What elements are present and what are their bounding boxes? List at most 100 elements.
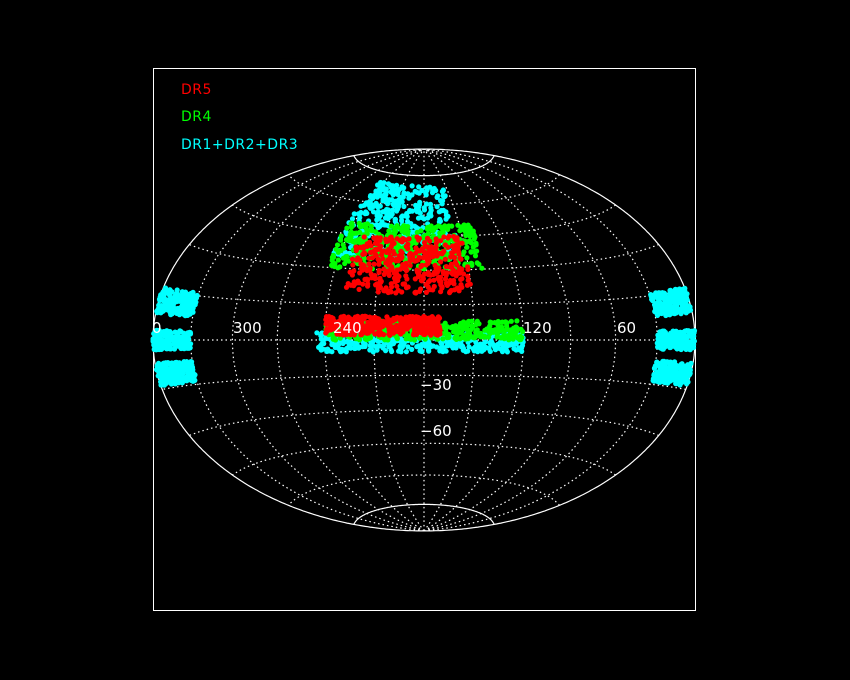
data-point xyxy=(652,302,658,308)
data-point xyxy=(423,289,429,295)
data-point xyxy=(472,253,479,259)
data-point xyxy=(487,319,493,325)
data-point xyxy=(395,277,401,283)
data-point xyxy=(439,188,445,195)
data-point xyxy=(172,367,178,373)
data-point xyxy=(508,330,514,336)
data-point xyxy=(413,245,419,251)
data-point xyxy=(394,206,401,212)
data-point xyxy=(183,304,189,310)
data-point xyxy=(163,369,169,375)
data-point xyxy=(407,262,413,269)
data-point xyxy=(403,260,409,266)
data-point xyxy=(683,292,689,298)
data-point xyxy=(330,252,336,258)
graticule-meridian xyxy=(423,148,572,532)
data-point xyxy=(441,234,447,240)
data-point xyxy=(438,278,444,284)
data-point xyxy=(401,203,407,210)
legend-item-dr123: DR1+DR2+DR3 xyxy=(181,137,299,153)
data-point xyxy=(391,190,397,197)
data-point xyxy=(441,345,447,351)
data-point xyxy=(393,290,399,296)
graticule-meridian xyxy=(423,148,524,532)
data-point xyxy=(520,329,526,335)
data-point xyxy=(449,223,455,229)
data-point xyxy=(409,208,415,214)
data-point xyxy=(469,262,475,268)
data-point xyxy=(420,330,426,336)
data-point xyxy=(422,343,428,349)
data-point xyxy=(414,331,420,337)
data-point xyxy=(382,208,388,214)
data-point xyxy=(381,180,387,186)
data-point xyxy=(519,334,525,341)
data-point xyxy=(407,193,413,199)
data-point xyxy=(655,296,662,302)
data-point xyxy=(368,223,374,229)
data-point xyxy=(342,249,348,255)
data-point xyxy=(427,272,434,278)
lat-tick-minus60: −60 xyxy=(420,422,452,440)
data-point xyxy=(443,280,449,286)
data-point xyxy=(378,243,384,249)
data-point xyxy=(691,328,698,334)
data-point xyxy=(336,322,343,328)
data-point xyxy=(394,182,400,188)
graticule-parallel xyxy=(288,474,560,506)
lon-tick-240: 240 xyxy=(333,319,362,337)
data-point xyxy=(400,236,406,242)
data-point xyxy=(421,240,428,246)
data-point xyxy=(174,332,180,338)
data-point xyxy=(383,191,389,197)
data-point xyxy=(168,346,174,352)
data-point xyxy=(456,288,462,294)
data-point xyxy=(444,335,450,341)
data-point xyxy=(405,224,411,230)
data-point xyxy=(449,338,455,345)
data-point xyxy=(465,264,471,270)
data-point xyxy=(410,240,416,246)
data-point xyxy=(423,201,430,207)
data-point xyxy=(429,318,435,324)
data-point xyxy=(448,270,454,276)
data-point xyxy=(179,342,185,349)
data-point xyxy=(430,287,436,293)
data-point xyxy=(678,297,684,303)
data-point xyxy=(680,367,687,374)
data-point xyxy=(492,344,498,350)
data-point xyxy=(442,242,448,248)
data-point xyxy=(161,298,167,304)
data-point xyxy=(391,270,397,276)
data-point xyxy=(459,266,465,272)
data-point xyxy=(655,379,661,385)
data-point xyxy=(376,316,382,322)
data-point xyxy=(161,333,167,339)
data-point xyxy=(340,242,346,248)
data-point xyxy=(414,229,420,235)
lat-tick-minus30: −30 xyxy=(420,376,452,394)
data-point xyxy=(688,342,694,348)
data-point xyxy=(651,365,658,371)
data-point xyxy=(457,255,463,261)
lon-tick-120: 120 xyxy=(523,319,552,337)
data-point xyxy=(658,339,664,345)
data-point xyxy=(176,298,182,304)
data-point xyxy=(381,332,387,338)
data-point xyxy=(376,261,382,267)
legend-item-dr5: DR5 xyxy=(181,82,212,98)
data-point xyxy=(438,259,444,265)
data-point xyxy=(180,293,187,299)
data-point xyxy=(442,223,448,229)
data-point xyxy=(681,342,687,348)
data-point xyxy=(415,257,421,263)
data-point xyxy=(366,261,372,267)
data-point xyxy=(368,346,375,352)
data-point xyxy=(683,310,689,316)
data-point xyxy=(372,315,378,321)
data-point xyxy=(190,378,196,384)
data-point xyxy=(365,283,371,289)
data-point xyxy=(650,298,656,304)
data-point xyxy=(457,240,463,246)
